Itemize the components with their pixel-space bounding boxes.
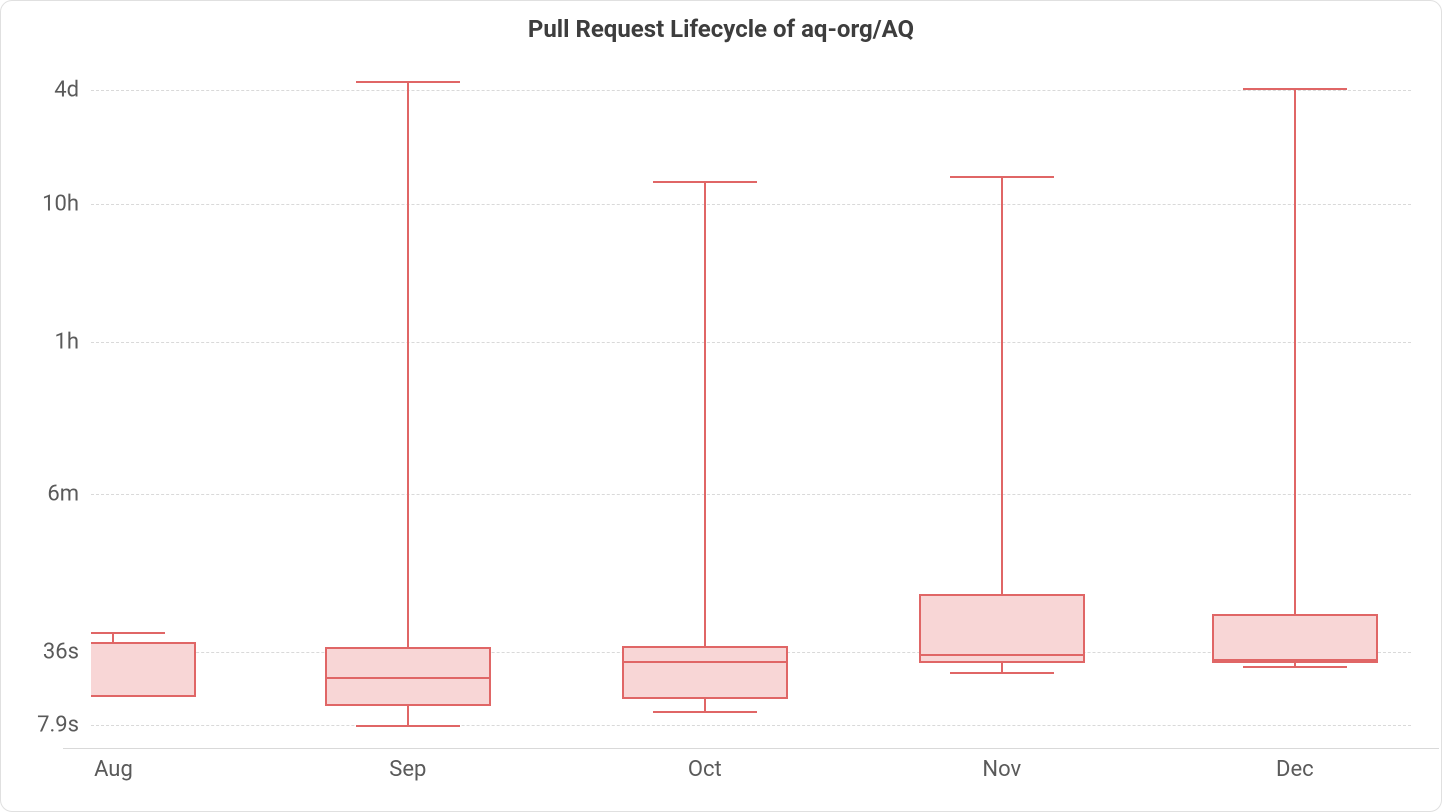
boxplot-nov [919,59,1085,749]
x-tick-label: Aug [94,749,133,782]
whisker-cap-high [950,176,1054,178]
median-line [1212,659,1378,661]
plot-area: 7.9s36s6m1h10h4dAugSepOctNovDec [91,59,1411,749]
x-tick-label: Oct [688,749,722,782]
y-tick-label: 10h [42,191,91,216]
whisker-line [407,81,409,725]
boxplot-sep [325,59,491,749]
whisker-cap-high [61,632,165,634]
whisker-cap-low [950,672,1054,674]
x-tick-label: Dec [1276,749,1314,782]
box-rect [1212,614,1378,662]
whisker-line [704,181,706,711]
median-line [622,661,788,663]
box-rect [622,646,788,700]
whisker-cap-low [653,711,757,713]
x-tick-label: Nov [982,749,1021,782]
boxplot-dec [1212,59,1378,749]
median-line [919,654,1085,656]
chart-container: Pull Request Lifecycle of aq-org/AQ 7.9s… [0,0,1442,812]
median-line [325,677,491,679]
whisker-cap-high [356,81,460,83]
y-tick-label: 6m [47,481,91,506]
whisker-cap-low [356,725,460,727]
whisker-cap-high [653,181,757,183]
y-tick-label: 4d [54,78,91,103]
boxplot-oct [622,59,788,749]
whisker-cap-low [1243,666,1347,668]
whisker-line [1294,88,1296,666]
x-tick-label: Sep [389,749,426,782]
box-rect [919,594,1085,663]
y-tick-label: 1h [55,329,91,354]
whisker-cap-high [1243,88,1347,90]
chart-title: Pull Request Lifecycle of aq-org/AQ [1,15,1441,43]
y-tick-label: 7.9s [37,712,91,737]
y-tick-label: 36s [43,640,91,665]
